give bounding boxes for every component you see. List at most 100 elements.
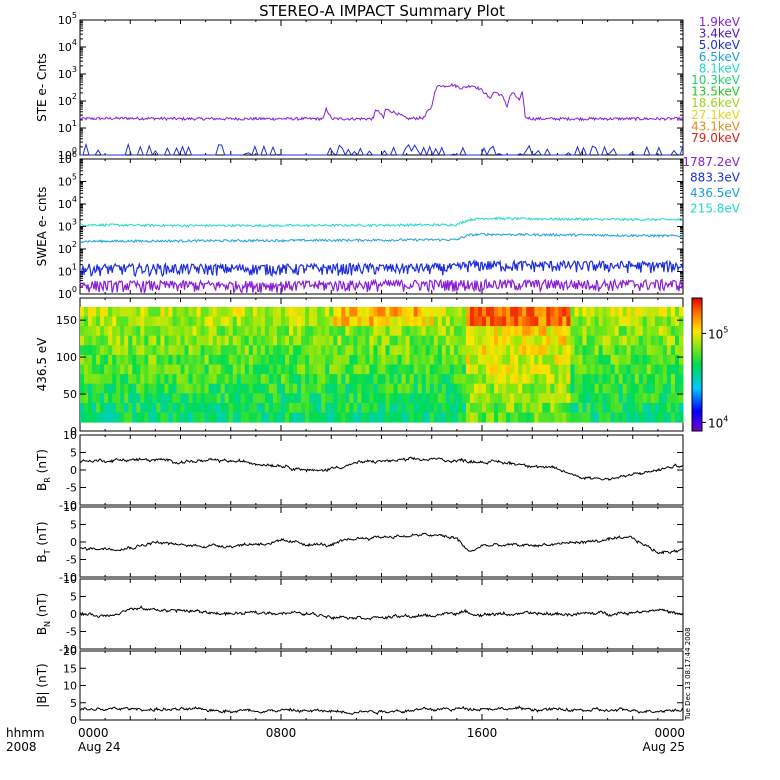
- heatmap-cell: [132, 364, 137, 375]
- heatmap-cell: [389, 326, 395, 337]
- heatmap-cell: [256, 354, 262, 366]
- heatmap-cell: [104, 326, 109, 337]
- heatmap-cell: [120, 354, 125, 366]
- heatmap-cell: [268, 393, 274, 404]
- heatmap-cell: [176, 335, 182, 346]
- y-tick-base: 10: [58, 176, 72, 189]
- y-tick-label: 105: [58, 11, 77, 27]
- y-tick-label: 0: [70, 608, 77, 621]
- y-tick-label: 0: [70, 425, 77, 438]
- heatmap-cell: [96, 354, 101, 366]
- heatmap-cell: [514, 354, 519, 366]
- heatmap-cell: [256, 393, 262, 404]
- y-tick-label: -5: [66, 554, 77, 567]
- heatmap-cell: [373, 364, 379, 375]
- heatmap-cell: [273, 345, 278, 356]
- heatmap-cell: [289, 374, 294, 385]
- heatmap-cell: [518, 345, 523, 356]
- heatmap-cell: [277, 354, 282, 366]
- heatmap-cell: [602, 402, 608, 414]
- heatmap-cell: [510, 345, 515, 356]
- heatmap-cell: [164, 316, 169, 327]
- heatmap-cell: [309, 345, 314, 356]
- heatmap-cell: [449, 412, 455, 423]
- heatmap-cell: [341, 364, 346, 375]
- heatmap-cell: [558, 335, 563, 346]
- heatmap-cell: [212, 335, 218, 346]
- y-tick-label: -10: [59, 499, 77, 512]
- y-tick-label: 50: [63, 388, 77, 401]
- heatmap-cell: [562, 402, 567, 414]
- heatmap-cell: [160, 316, 165, 327]
- heatmap-cell: [574, 383, 580, 394]
- y-tick-label: 106: [58, 150, 77, 166]
- heatmap-cell: [285, 364, 290, 375]
- heatmap-cell: [675, 345, 680, 356]
- heatmap-cell: [136, 383, 141, 394]
- heatmap-cell: [634, 316, 640, 327]
- heatmap-cell: [478, 354, 483, 366]
- heatmap-cell: [610, 374, 616, 385]
- heatmap-cell: [80, 374, 85, 385]
- y-tick-base: 10: [58, 41, 72, 54]
- heatmap-cell: [124, 345, 129, 356]
- heatmap-cell: [542, 354, 547, 366]
- heatmap-cell: [417, 364, 423, 375]
- heatmap-cell: [244, 335, 250, 346]
- heatmap-cell: [449, 393, 455, 404]
- heatmap-cell: [353, 383, 358, 394]
- heatmap-cell: [224, 306, 230, 318]
- heatmap-cell: [301, 383, 306, 394]
- heatmap-cell: [96, 326, 101, 337]
- y-label-unit: (nT): [35, 449, 49, 477]
- heatmap-cell: [437, 326, 443, 337]
- heatmap-cell: [546, 383, 551, 394]
- heatmap-cell: [666, 306, 672, 318]
- heatmap-cell: [124, 383, 129, 394]
- heatmap-cell: [80, 345, 85, 356]
- heatmap-cell: [433, 374, 439, 385]
- heatmap-cell: [116, 335, 121, 346]
- heatmap-cell: [421, 306, 427, 318]
- heatmap-cell: [293, 364, 298, 375]
- heatmap-cell: [244, 402, 250, 414]
- heatmap-cell: [305, 316, 310, 327]
- heatmap-cell: [112, 326, 117, 337]
- heatmap-cell: [377, 364, 383, 375]
- heatmap-cell: [385, 364, 391, 375]
- heatmap-cell: [437, 374, 443, 385]
- heatmap-cell: [353, 393, 358, 404]
- heatmap-cell: [373, 306, 379, 318]
- heatmap-cell: [200, 374, 206, 385]
- heatmap-cell: [204, 354, 210, 366]
- heatmap-cell: [345, 412, 350, 423]
- heatmap-cell: [401, 383, 407, 394]
- heatmap-cell: [144, 402, 149, 414]
- heatmap-cell: [273, 316, 278, 327]
- heatmap-cell: [317, 412, 322, 423]
- heatmap-cell: [112, 364, 117, 375]
- heatmap-cell: [120, 326, 125, 337]
- heatmap-cell: [610, 364, 616, 375]
- heatmap-cell: [594, 412, 600, 423]
- heatmap-cell: [264, 345, 270, 356]
- heatmap-cell: [441, 364, 447, 375]
- heatmap-cell: [413, 306, 419, 318]
- heatmap-cell: [421, 316, 427, 327]
- heatmap-cell: [80, 354, 85, 366]
- heatmap-cell: [566, 412, 571, 423]
- heatmap-cell: [244, 383, 250, 394]
- heatmap-cell: [417, 354, 423, 366]
- swea-legend-entry: 883.3eV: [690, 171, 741, 185]
- heatmap-cell: [602, 345, 608, 356]
- heatmap-cell: [156, 374, 161, 385]
- heatmap-cell: [578, 354, 584, 366]
- heatmap-cell: [634, 402, 640, 414]
- heatmap-cell: [196, 326, 202, 337]
- heatmap-cell: [212, 402, 218, 414]
- heatmap-cell: [140, 374, 145, 385]
- heatmap-cell: [168, 335, 173, 346]
- heatmap-cell: [518, 354, 523, 366]
- heatmap-cell: [120, 306, 125, 318]
- heatmap-cell: [200, 383, 206, 394]
